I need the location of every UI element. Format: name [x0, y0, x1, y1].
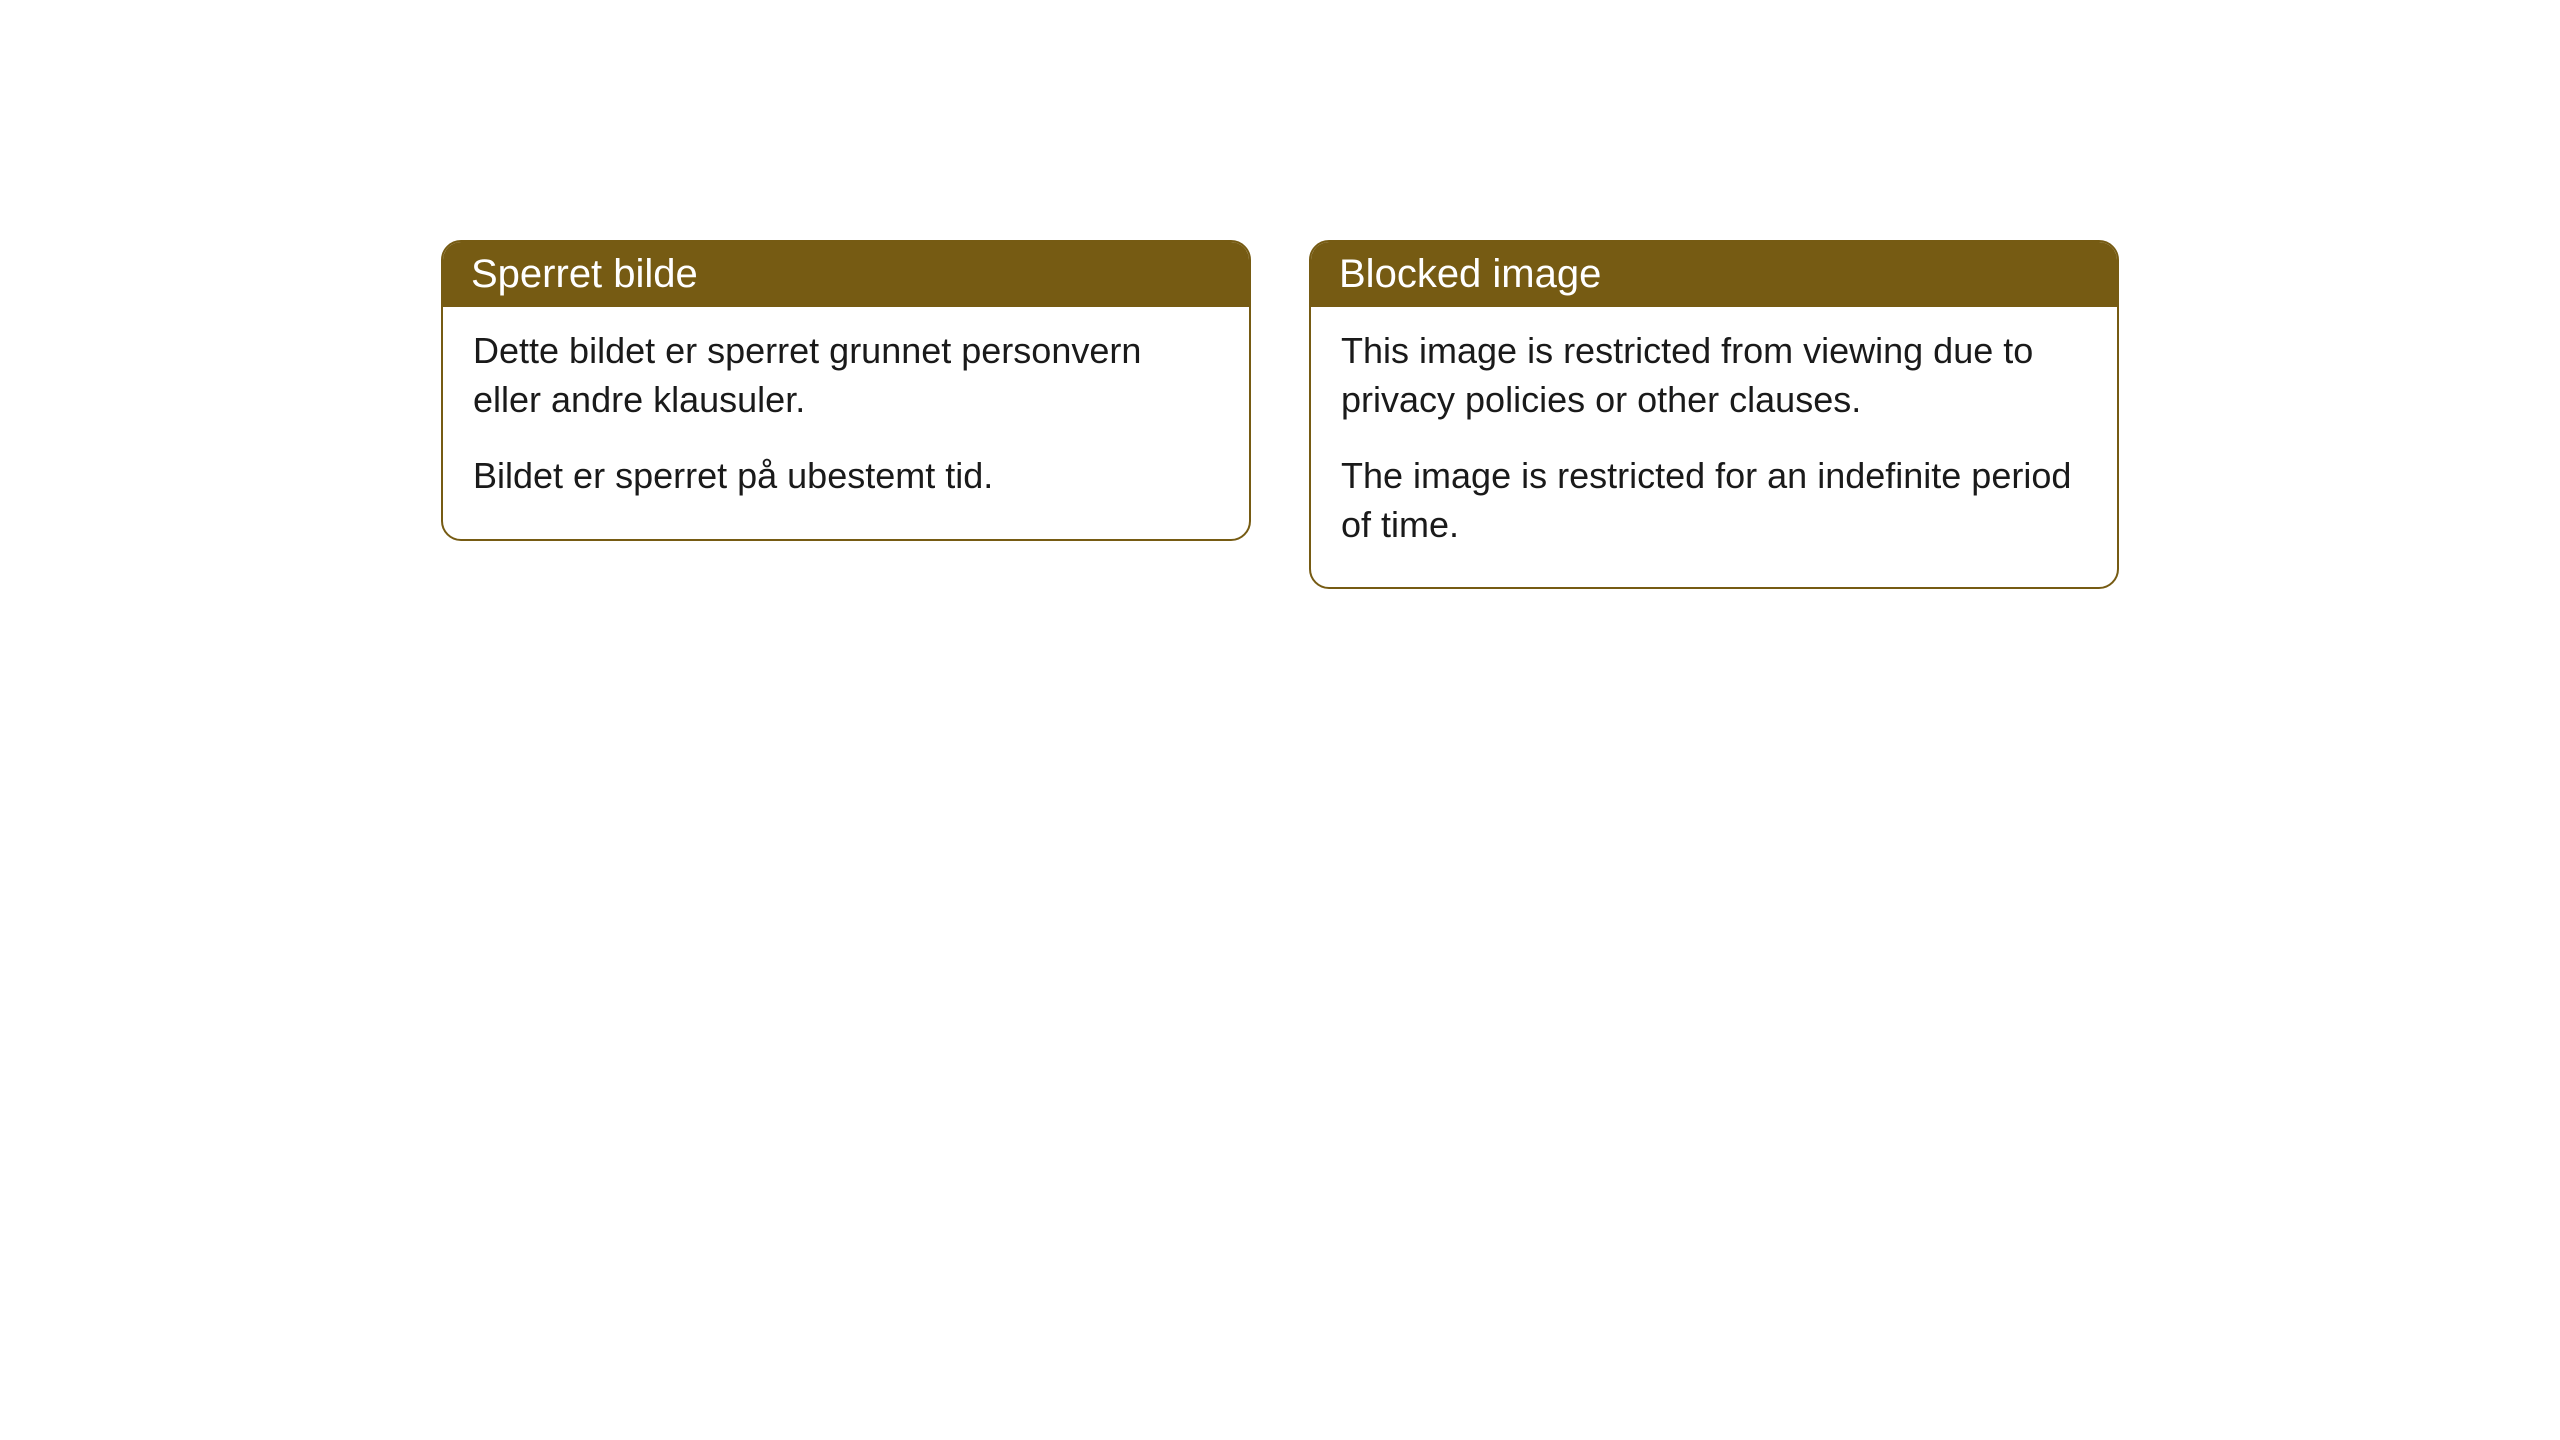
card-header: Sperret bilde [443, 242, 1249, 307]
card-body: This image is restricted from viewing du… [1311, 307, 2117, 587]
notice-card-norwegian: Sperret bilde Dette bildet er sperret gr… [441, 240, 1251, 541]
notice-card-english: Blocked image This image is restricted f… [1309, 240, 2119, 589]
card-paragraph-1: Dette bildet er sperret grunnet personve… [473, 327, 1219, 424]
card-paragraph-2: Bildet er sperret på ubestemt tid. [473, 452, 1219, 501]
card-header: Blocked image [1311, 242, 2117, 307]
notice-cards-container: Sperret bilde Dette bildet er sperret gr… [441, 240, 2119, 1440]
card-title: Sperret bilde [471, 252, 698, 296]
card-paragraph-2: The image is restricted for an indefinit… [1341, 452, 2087, 549]
card-title: Blocked image [1339, 252, 1601, 296]
card-paragraph-1: This image is restricted from viewing du… [1341, 327, 2087, 424]
card-body: Dette bildet er sperret grunnet personve… [443, 307, 1249, 539]
